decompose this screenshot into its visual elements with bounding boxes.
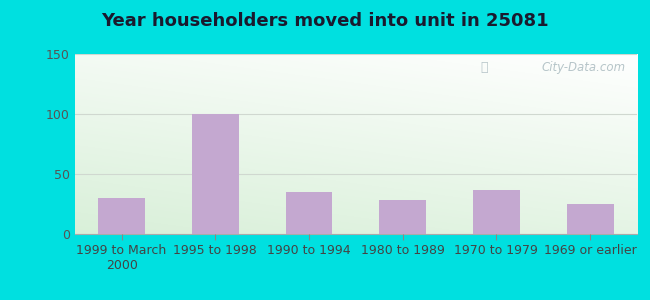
Bar [567,204,614,234]
Bar [380,200,426,234]
Bar [285,192,332,234]
Text: City-Data.com: City-Data.com [541,61,626,74]
Bar [192,114,239,234]
Bar [473,190,520,234]
Text: Year householders moved into unit in 25081: Year householders moved into unit in 250… [101,12,549,30]
Bar [98,198,145,234]
Text: ⓘ: ⓘ [480,61,488,74]
